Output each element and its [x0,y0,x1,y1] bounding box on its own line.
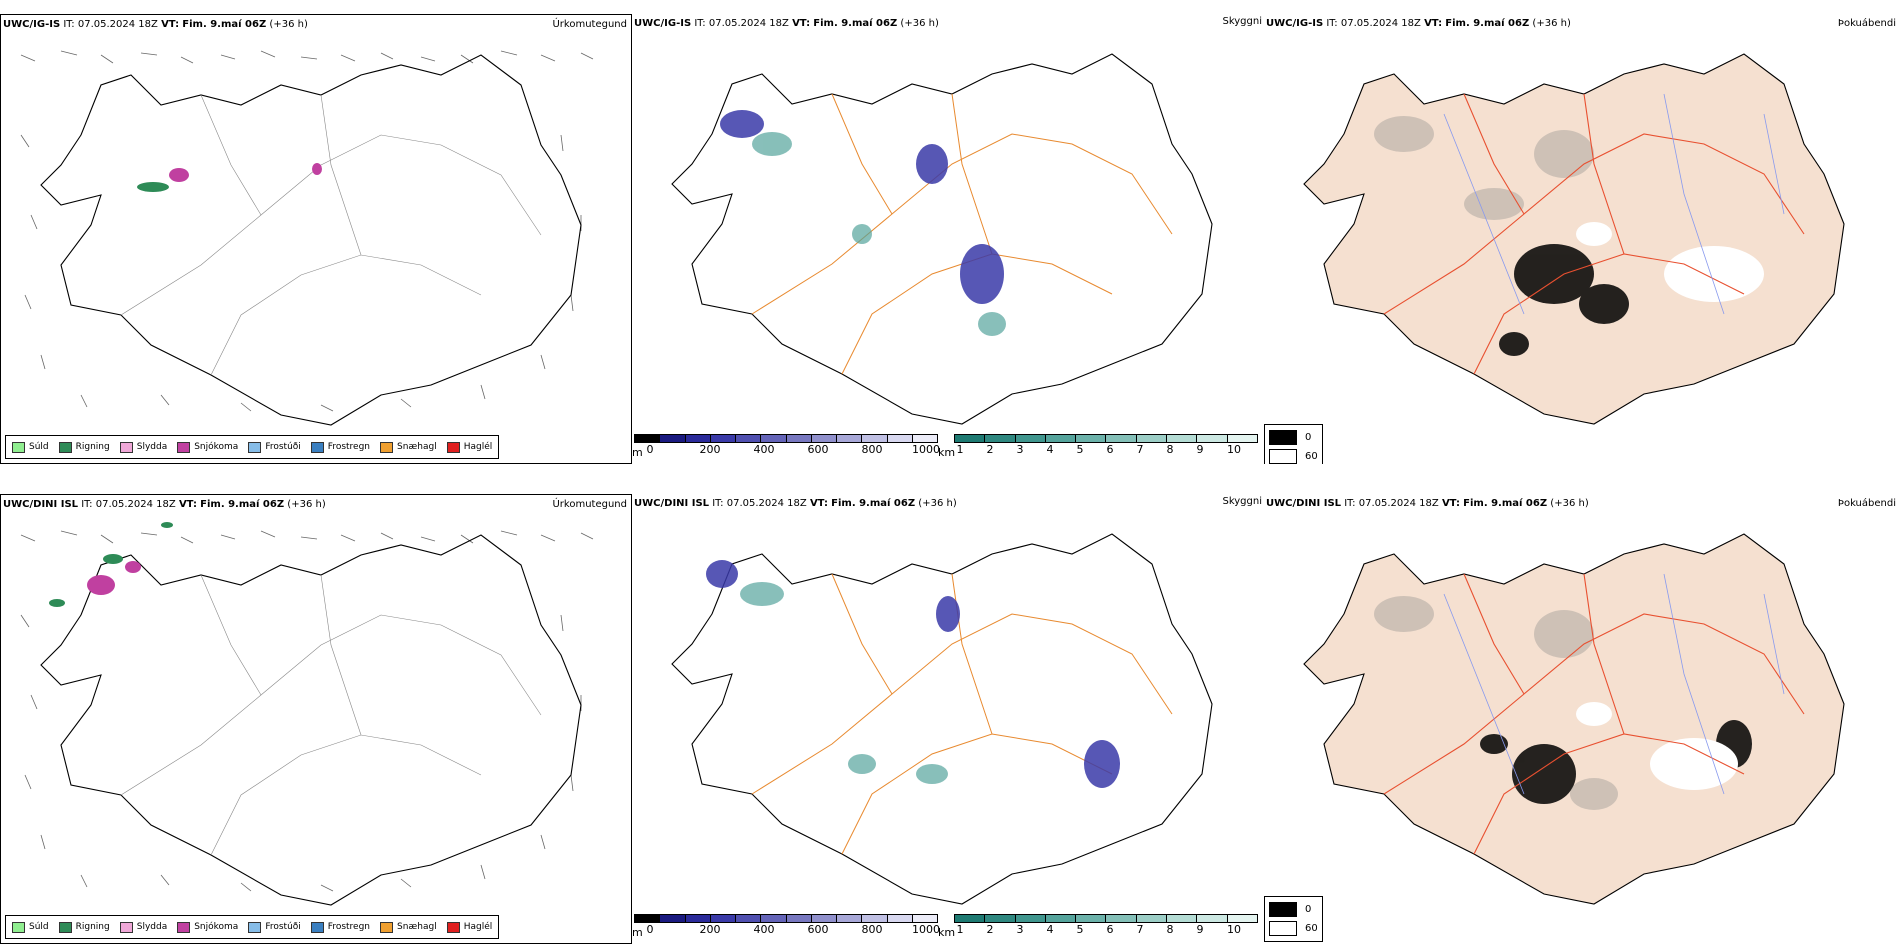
panel-title: Skyggni [1222,16,1262,27]
roads [751,93,1173,375]
cloud-visibility-panel-top: UWC/IG-IS IT: 07.05.2024 18Z VT: Fim. 9.… [632,14,1264,464]
fog-panel-top: UWC/IG-IS IT: 07.05.2024 18Z VT: Fim. 9.… [1264,14,1900,464]
legend-item-snow-pellets: Snæhagl [380,441,437,453]
cloud-base-scale: 0 200 400 600 800 1000 [634,914,940,937]
panel-header: UWC/DINI ISL IT: 07.05.2024 18Z VT: Fim.… [1266,498,1589,509]
panel-title: Þokuábendi [1837,18,1896,29]
iceland-outline [671,53,1213,425]
legend-item-drizzle: Súld [12,921,49,933]
fog-areas [1499,244,1629,356]
legend-item-hail: Haglél [446,441,492,453]
panel-header: UWC/IG-IS IT: 07.05.2024 18Z VT: Fim. 9.… [634,18,939,29]
visibility-areas [752,132,1006,336]
precip-map [20,50,594,426]
cloud-visibility-panel-bottom: UWC/DINI ISL IT: 07.05.2024 18Z VT: Fim.… [632,494,1264,944]
fog-legend-item: 60 [1269,919,1318,938]
visibility-unit: km [938,446,956,459]
legend-item-freezing-rain: Frostregn [310,921,370,933]
legend-item-snow-pellets: Snæhagl [380,921,437,933]
precip-legend: Súld Rigning Slydda Snjókoma Frostúði Fr… [5,435,500,459]
roads [1383,573,1805,855]
cloud-base-unit: m [632,446,643,459]
fog-legend-item: 60 [1269,447,1318,464]
panel-title: Þokuábendi [1837,498,1896,509]
visibility-unit: km [938,926,956,939]
panel-header: UWC/DINI ISL IT: 07.05.2024 18Z VT: Fim.… [634,498,957,509]
fog-haze [1374,116,1594,220]
panel-header: UWC/IG-IS IT: 07.05.2024 18Z VT: Fim. 9.… [3,19,308,30]
fog-haze [1374,596,1618,810]
rivers [1443,93,1785,315]
iceland-land [1303,533,1845,905]
cloud-map [671,53,1213,425]
precip-rain [137,182,169,192]
precip-type-panel-bottom: UWC/DINI ISL IT: 07.05.2024 18Z VT: Fim.… [0,494,632,944]
fog-legend: 0 60 [1264,896,1323,942]
iceland-outline [40,54,582,426]
fog-legend: 0 60 [1264,424,1323,464]
fog-legend-item: 0 [1269,900,1318,919]
fog-map [1303,533,1845,905]
cloud-base-scale: 0 200 400 600 800 1000 [634,434,940,457]
fog-legend-item: 0 [1269,428,1318,447]
legend-item-snow: Snjókoma [177,921,238,933]
legend-item-rain: Rigning [58,921,110,933]
cloud-base-areas [706,560,1120,788]
iceland-outline [40,534,582,906]
wind-barbs [20,50,594,412]
precip-type-panel-top: UWC/IG-IS IT: 07.05.2024 18Z VT: Fim. 9.… [0,14,632,464]
iceland-land [1303,53,1845,425]
legend-item-hail: Haglél [446,921,492,933]
roads [1383,93,1805,375]
panel-title: Úrkomutegund [552,499,627,510]
legend-item-sleet: Slydda [119,921,167,933]
panel-header: UWC/DINI ISL IT: 07.05.2024 18Z VT: Fim.… [3,499,326,510]
legend-item-freezing-rain: Frostregn [310,441,370,453]
glaciers [1576,702,1738,790]
cloud-base-areas [720,110,1004,304]
visibility-scale: 1 2 3 4 5 6 7 8 9 10 [954,434,1258,457]
cloud-base-unit: m [632,926,643,939]
precip-snow [169,163,322,182]
visibility-areas [740,582,948,784]
panel-title: Skyggni [1222,496,1262,507]
legend-item-freezing-drizzle: Frostúði [248,441,301,453]
legend-item-freezing-drizzle: Frostúði [248,921,301,933]
panel-header: UWC/IG-IS IT: 07.05.2024 18Z VT: Fim. 9.… [1266,18,1571,29]
legend-item-sleet: Slydda [119,441,167,453]
precip-map [20,522,594,906]
precip-legend: Súld Rigning Slydda Snjókoma Frostúði Fr… [5,915,500,939]
legend-item-rain: Rigning [58,441,110,453]
fog-panel-bottom: UWC/DINI ISL IT: 07.05.2024 18Z VT: Fim.… [1264,494,1900,944]
visibility-scale: 1 2 3 4 5 6 7 8 9 10 [954,914,1258,937]
legend-item-snow: Snjókoma [177,441,238,453]
precip-rain [49,522,173,607]
panel-title: Úrkomutegund [552,19,627,30]
rivers [1443,573,1785,795]
cloud-map [671,533,1213,905]
roads [120,94,542,376]
legend-item-drizzle: Súld [12,441,49,453]
roads [120,574,542,856]
precip-snow [87,561,141,595]
glaciers [1576,222,1764,302]
roads [751,573,1173,855]
wind-barbs [20,530,594,892]
fog-map [1303,53,1845,425]
iceland-outline [671,533,1213,905]
